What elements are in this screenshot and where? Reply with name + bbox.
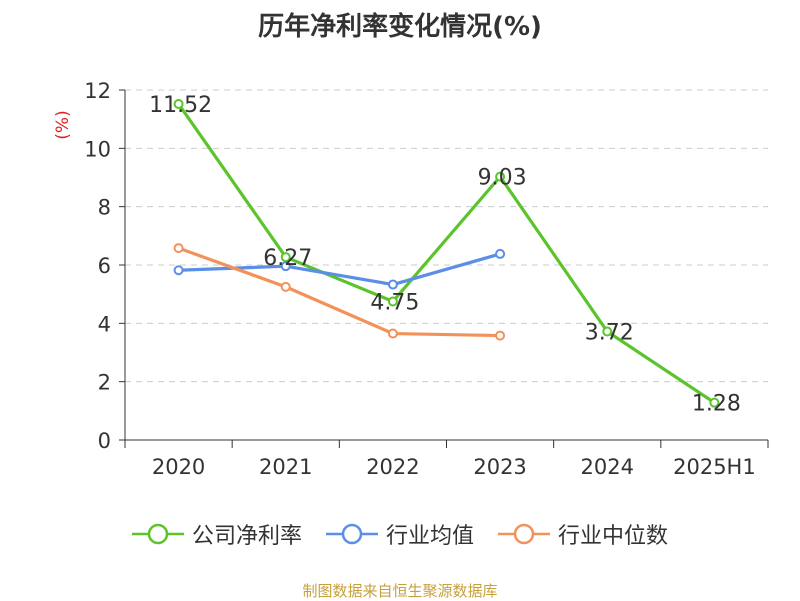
data-label: 11.52 — [149, 93, 212, 118]
data-label: 3.72 — [585, 321, 634, 346]
x-tick-label: 2020 — [152, 455, 205, 479]
data-point — [709, 397, 720, 408]
source-note: 制图数据来自恒生聚源数据库 — [302, 582, 498, 600]
series-line — [177, 103, 716, 404]
data-point — [173, 265, 184, 276]
data-point — [387, 328, 398, 339]
data-point — [602, 326, 613, 337]
y-tick-label: 10 — [84, 137, 111, 161]
series-line — [178, 246, 501, 338]
legend-marker — [325, 523, 378, 545]
legend-item[interactable]: 行业均值 — [325, 518, 474, 550]
data-point — [495, 330, 506, 341]
data-point — [387, 296, 398, 307]
axes: 0 2 4 6 8 10 12 2020 2021 2022 2023 2024 2025H1 (%) — [53, 79, 769, 479]
legend-label: 行业中位数 — [558, 524, 669, 549]
grid-lines — [125, 89, 768, 383]
x-tick-label: 2021 — [259, 455, 312, 479]
data-label: 6.27 — [263, 246, 312, 271]
data-point — [173, 99, 184, 109]
data-label: 4.75 — [370, 290, 419, 315]
data-point — [280, 252, 291, 263]
data-point — [387, 279, 398, 290]
legend-marker — [498, 523, 550, 545]
legend-item[interactable]: 公司净利率 — [131, 518, 302, 550]
data-point — [280, 261, 291, 272]
y-tick-label: 12 — [84, 79, 111, 103]
x-tick-label: 2024 — [581, 455, 634, 479]
data-label: 1.28 — [692, 392, 741, 417]
y-tick-label: 2 — [98, 371, 111, 395]
legend-label: 行业均值 — [385, 524, 474, 549]
legend: 公司净利率 行业均值 行业中位数 — [0, 518, 800, 550]
data-point — [495, 171, 506, 182]
y-tick-label: 6 — [98, 254, 111, 278]
x-tick-label: 2022 — [366, 455, 419, 479]
y-axis-label: (%) — [53, 110, 73, 139]
x-tick-label: 2025H1 — [673, 455, 756, 479]
y-tick-label: 0 — [98, 429, 111, 453]
legend-item[interactable]: 行业中位数 — [498, 518, 668, 550]
x-tick-label: 2023 — [473, 455, 526, 479]
legend-marker — [131, 523, 184, 545]
data-labels: 11.52 6.27 4.75 9.03 3.72 1.28 — [149, 93, 741, 417]
data-point — [495, 248, 506, 259]
data-point — [173, 243, 184, 254]
y-tick-label: 4 — [98, 312, 111, 336]
y-tick-label: 8 — [98, 196, 111, 220]
series-layer — [173, 99, 720, 408]
data-point — [280, 281, 291, 292]
chart-title: 历年净利率变化情况(%) — [258, 12, 542, 42]
legend-label: 公司净利率 — [191, 524, 302, 549]
data-label: 9.03 — [478, 166, 527, 191]
